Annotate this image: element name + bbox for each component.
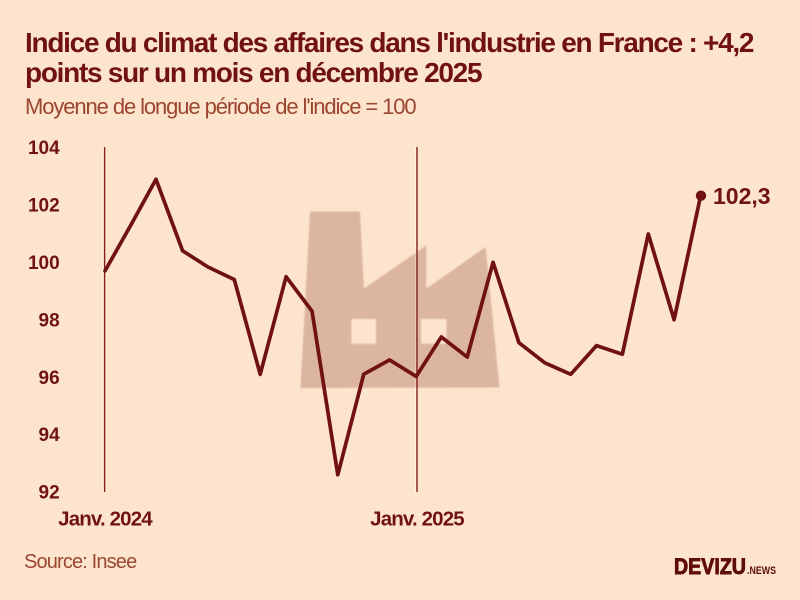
svg-text:DEVIZU: DEVIZU <box>674 554 746 579</box>
svg-text:Janv. 2024: Janv. 2024 <box>58 508 153 531</box>
svg-text:102: 102 <box>28 196 60 217</box>
svg-text:100: 100 <box>28 253 60 274</box>
svg-text:Janv. 2025: Janv. 2025 <box>370 508 464 531</box>
svg-text:96: 96 <box>39 368 60 389</box>
svg-text:104: 104 <box>28 138 60 159</box>
svg-text:98: 98 <box>39 310 60 331</box>
svg-text:.NEWS: .NEWS <box>747 565 776 577</box>
svg-text:92: 92 <box>39 483 60 504</box>
svg-text:94: 94 <box>39 425 61 446</box>
svg-text:102,3: 102,3 <box>713 183 771 209</box>
